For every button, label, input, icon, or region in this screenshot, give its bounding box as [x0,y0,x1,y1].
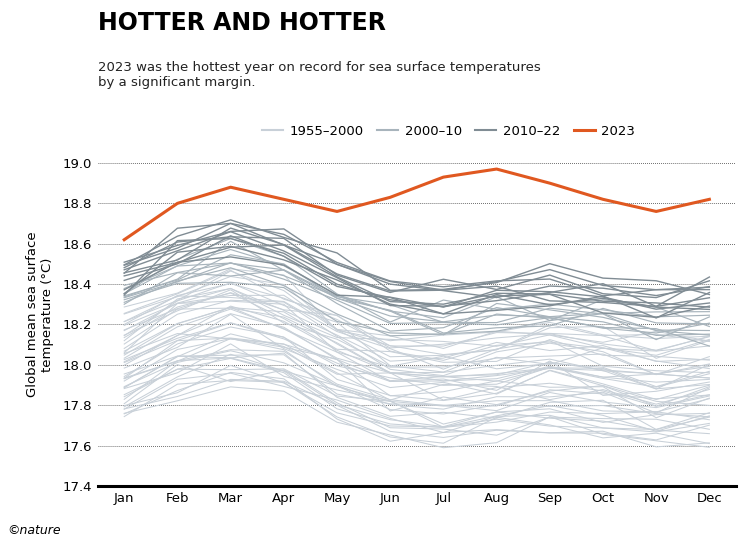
Text: ©nature: ©nature [8,524,61,537]
Legend: 1955–2000, 2000–10, 2010–22, 2023: 1955–2000, 2000–10, 2010–22, 2023 [257,119,641,143]
Text: HOTTER AND HOTTER: HOTTER AND HOTTER [98,11,385,35]
Text: 2023 was the hottest year on record for sea surface temperatures
by a significan: 2023 was the hottest year on record for … [98,61,541,89]
Y-axis label: Global mean sea surface
temperature (°C): Global mean sea surface temperature (°C) [26,232,54,397]
